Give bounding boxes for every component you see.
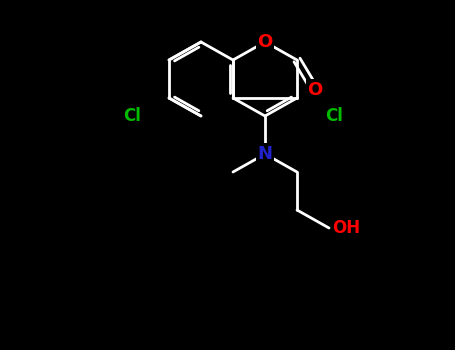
Text: O: O bbox=[258, 33, 273, 51]
Text: Cl: Cl bbox=[325, 107, 343, 125]
Text: O: O bbox=[308, 81, 323, 99]
Text: Cl: Cl bbox=[123, 107, 141, 125]
Text: OH: OH bbox=[332, 219, 360, 237]
Text: N: N bbox=[258, 145, 273, 163]
